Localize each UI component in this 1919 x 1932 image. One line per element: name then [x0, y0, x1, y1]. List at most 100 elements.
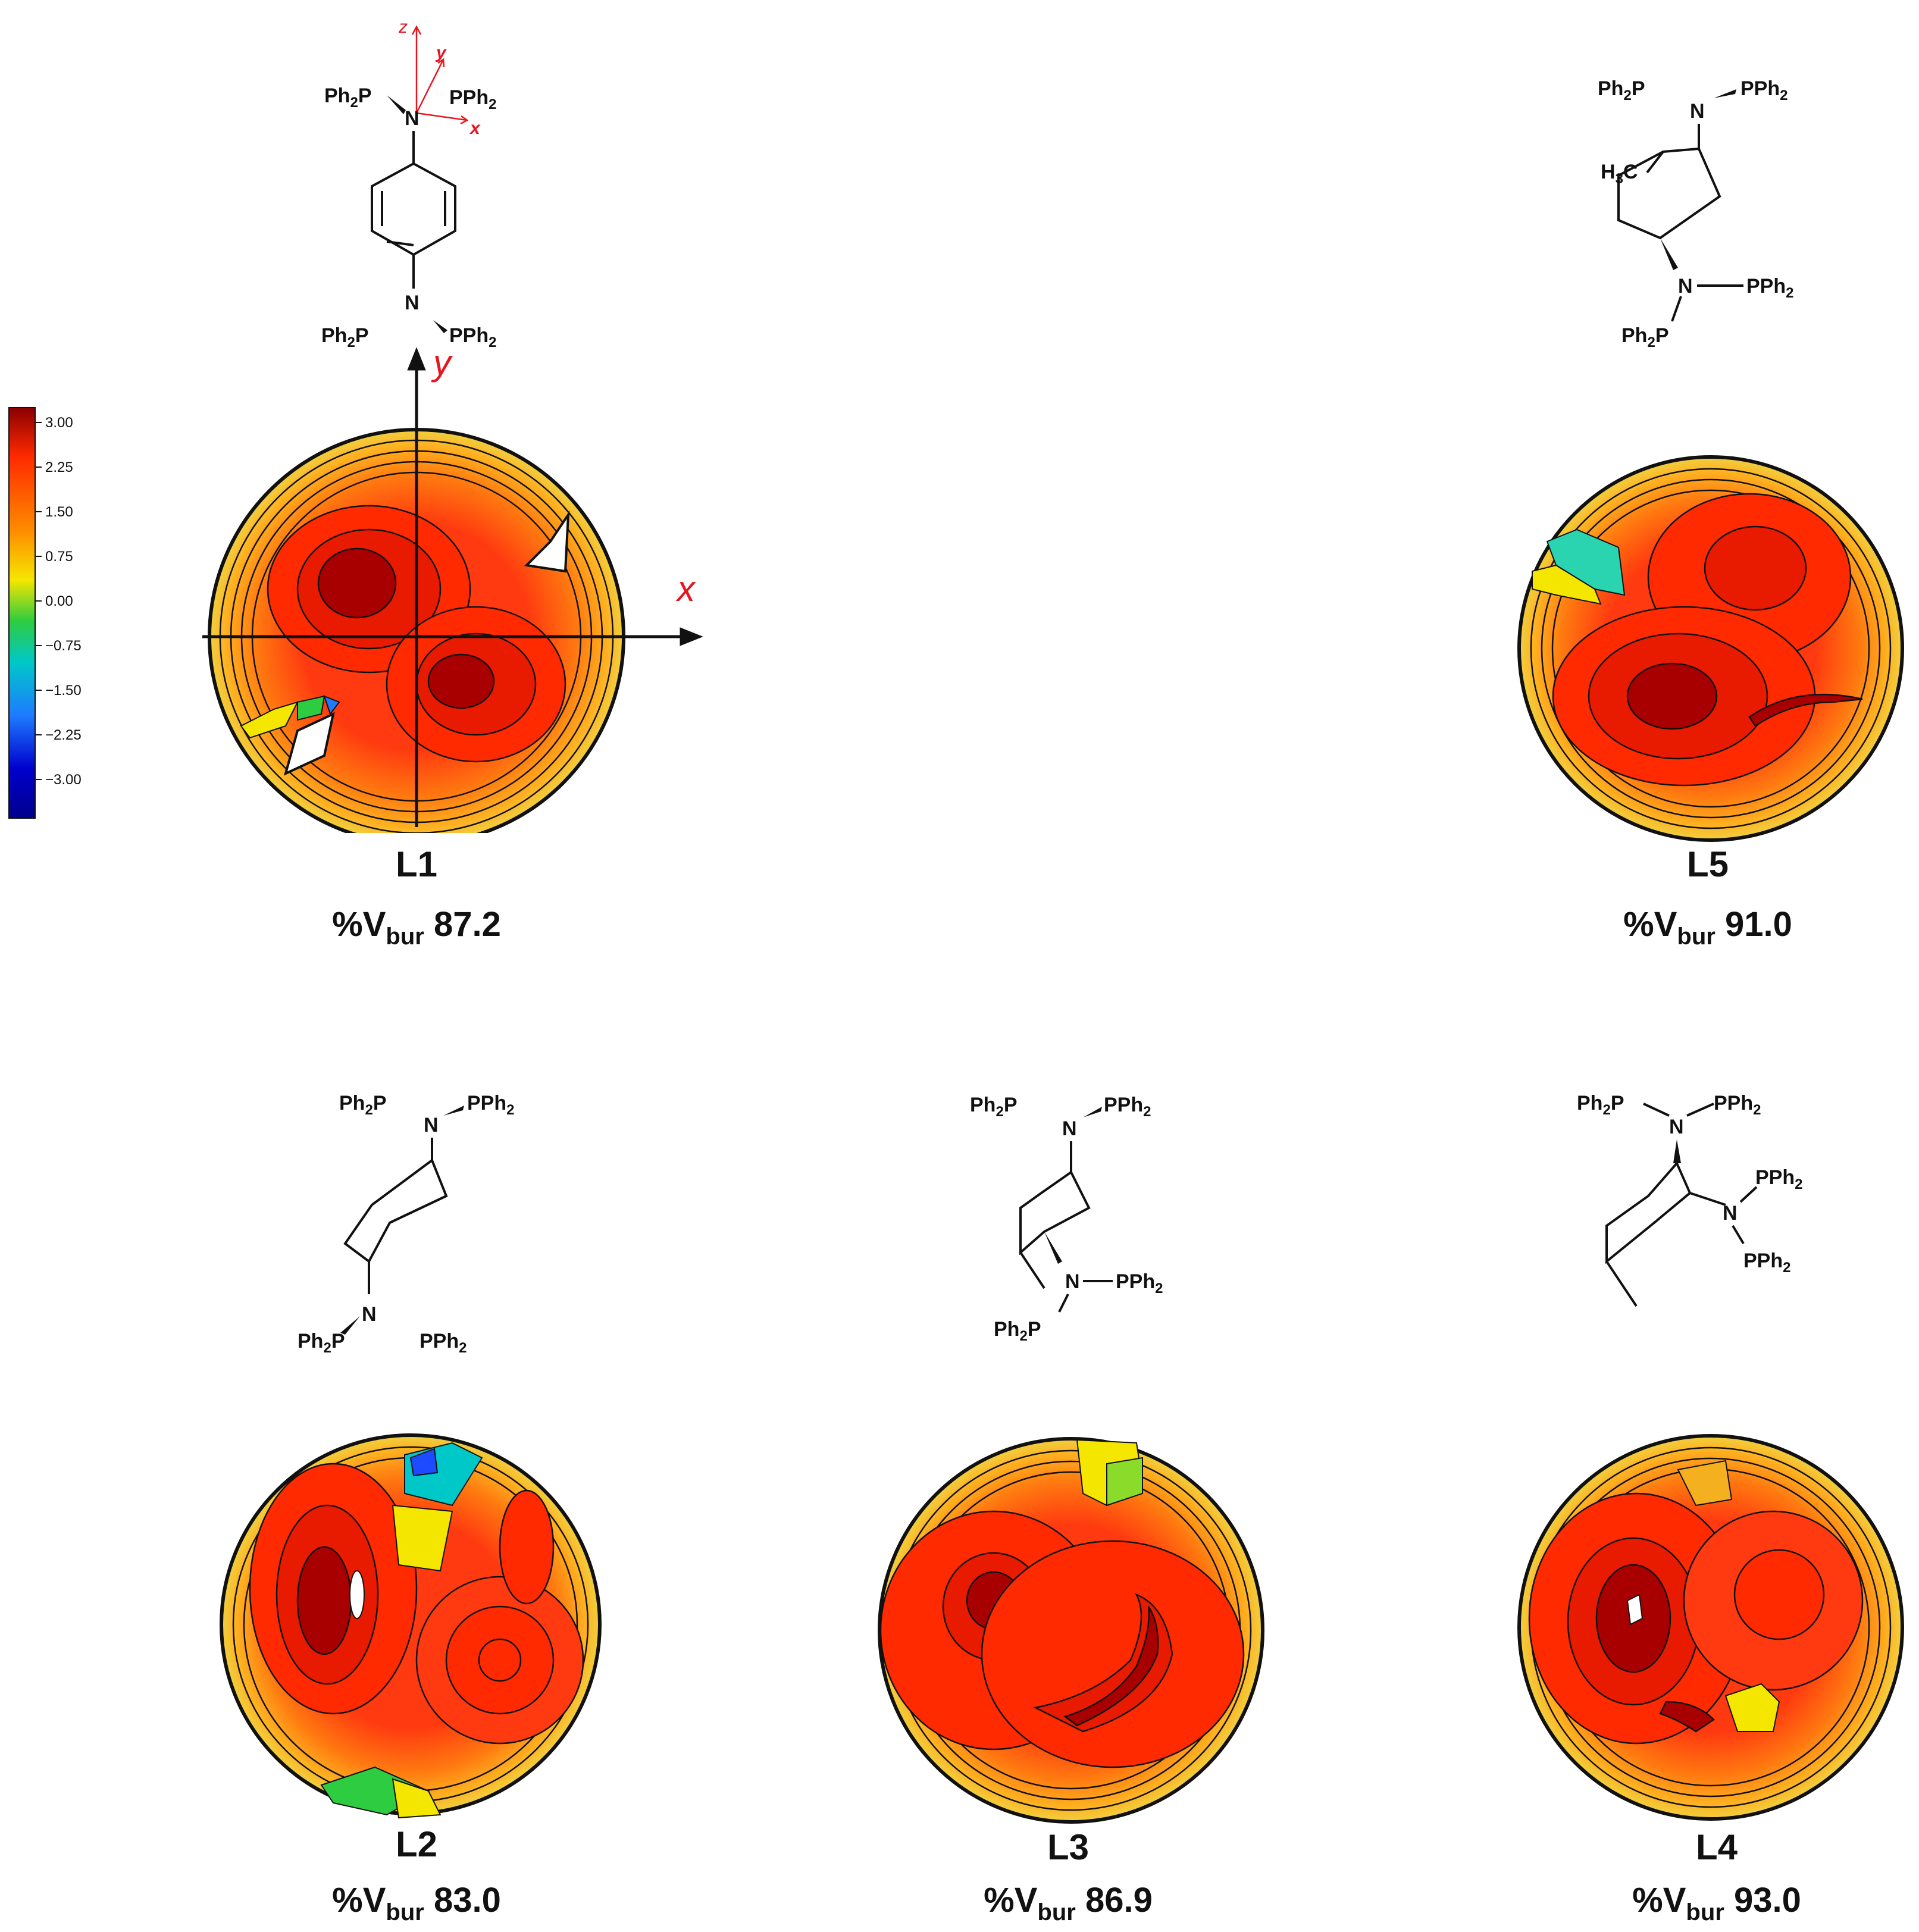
n-atom: N: [362, 1303, 377, 1326]
axis-x-label-small: x: [469, 118, 481, 138]
wedge-bond: [1714, 89, 1736, 98]
structure-l2: Ph2P N PPh2 N Ph2P PPh2: [286, 1083, 547, 1380]
cyclohexane-ring: [1617, 124, 1721, 240]
n-atom: N: [1062, 1117, 1077, 1140]
colorbar-tick-label: −0.75: [45, 638, 82, 654]
local-axes: [411, 25, 469, 125]
wedge-bond: [340, 1316, 360, 1335]
colorbar-ticks: 3.00 2.25 1.50 0.75 0.00 −0.75 −1.50 −2.25 −3.00: [35, 415, 82, 788]
wedge-bond: [1673, 1139, 1681, 1163]
structure-l3: Ph2P N PPh2 N PPh2 Ph2P: [964, 1083, 1214, 1369]
wedge-bond: [1660, 238, 1678, 270]
colorbar-tick-label: 1.50: [45, 504, 73, 520]
steric-map-l5-svg: [1517, 455, 1904, 842]
steric-map-l1-svg: y x: [202, 343, 703, 846]
n-p-bond: [1732, 1225, 1745, 1245]
n-atom: N: [1669, 1116, 1684, 1138]
colorbar-tick-label: −2.25: [45, 727, 82, 743]
structure-l3-svg: Ph2P N PPh2 N PPh2 Ph2P: [970, 1094, 1163, 1344]
vbur-l3: %Vbur 86.9: [984, 1881, 1153, 1925]
structure-l1-svg: z y x Ph2P N PPh2 N Ph2P PPh2: [321, 17, 496, 350]
steric-map-l2: [202, 1422, 631, 1827]
cyclohexane-ring: [1019, 1141, 1091, 1289]
pph2-l1-bottom: PPh2: [449, 324, 496, 350]
vbur-l2: %Vbur 83.0: [332, 1881, 501, 1925]
ph2p-l1-bottom: Ph2P: [321, 324, 369, 350]
pph2-l1-top: PPh2: [449, 86, 496, 112]
vbur-l5: %Vbur 91.0: [1623, 905, 1792, 950]
colorbar-tick-label: 2.25: [45, 459, 73, 475]
ph2p-l5-top: Ph2P: [1598, 77, 1645, 104]
wedge-bond: [443, 1106, 464, 1116]
pph2-l3-top: PPh2: [1104, 1094, 1151, 1120]
colorbar-gradient: [8, 407, 36, 819]
wedge-bond: [1083, 1107, 1102, 1117]
ligand-label-l1: L1: [395, 844, 438, 884]
wedge-bond: [387, 95, 406, 114]
ph2p-l4-top: Ph2P: [1577, 1092, 1624, 1118]
n-atom: N: [405, 107, 420, 130]
ph2p-l3-bottom: Ph2P: [994, 1318, 1041, 1344]
colorbar-tick-label: 3.00: [45, 415, 73, 431]
axis-x-label: x: [675, 569, 696, 609]
n-atom: N: [1678, 275, 1693, 298]
steric-map-l1: y x: [179, 343, 714, 846]
map-axes: [202, 347, 703, 827]
pph2-l5-right: PPh2: [1746, 275, 1793, 301]
pph2-l4-top: PPh2: [1714, 1092, 1761, 1118]
steric-map-l4-svg: [1517, 1434, 1904, 1821]
p-n-bond: [1643, 1103, 1670, 1117]
vbur-l1: %Vbur 87.2: [332, 905, 501, 950]
structure-l5-svg: Ph2P N PPh2 H3C N PPh2 Ph2P: [1598, 77, 1793, 350]
steric-map-l3: [857, 1428, 1285, 1833]
colorbar-tick-label: −3.00: [45, 772, 82, 788]
cyclohexane-ring: [1605, 1162, 1726, 1307]
pph2-l5-top: PPh2: [1740, 77, 1787, 104]
n-atom: N: [405, 292, 420, 314]
steric-map-l3-svg: [878, 1437, 1264, 1824]
structure-l4: Ph2P N PPh2 N PPh2 PPh2: [1571, 1083, 1857, 1369]
n-atom: N: [1065, 1270, 1080, 1293]
ph2p-l5-bottom: Ph2P: [1621, 324, 1669, 350]
wedge-bond: [433, 320, 447, 333]
axis-y-label-small: y: [435, 43, 447, 62]
pph2-l2-top: PPh2: [467, 1092, 514, 1118]
axis-z-label: z: [398, 17, 408, 37]
n-p-bond: [1686, 1103, 1714, 1117]
n-atom: N: [424, 1114, 439, 1136]
ligand-label-l2: L2: [395, 1824, 438, 1864]
pph2-l3-right: PPh2: [1116, 1270, 1163, 1297]
ph2p-l2-top: Ph2P: [339, 1092, 387, 1118]
ph2p-l1-top: Ph2P: [324, 84, 372, 111]
pph2-l2-bottom: PPh2: [420, 1330, 467, 1356]
steric-map-l5: [1499, 446, 1916, 851]
wedge-bond: [1044, 1232, 1062, 1264]
structure-l4-svg: Ph2P N PPh2 N PPh2 PPh2: [1577, 1092, 1802, 1307]
vbur-l4: %Vbur 93.0: [1632, 1881, 1801, 1925]
steric-map-l4: [1499, 1422, 1919, 1833]
structure-l5: Ph2P N PPh2 H3C N PPh2 Ph2P: [1559, 60, 1845, 369]
structure-l1: z y x Ph2P N PPh2 N Ph2P PPh2: [298, 6, 536, 351]
structure-l2-svg: Ph2P N PPh2 N Ph2P PPh2: [298, 1092, 514, 1356]
benzene-ring: [371, 131, 456, 289]
colorbar-tick-label: 0.75: [45, 549, 73, 565]
n-p-bond: [1058, 1294, 1069, 1313]
n-p-bond: [1671, 296, 1682, 322]
colorbar-tick-label: −1.50: [45, 682, 82, 699]
axis-y-label: y: [431, 345, 453, 383]
ligand-label-l5: L5: [1686, 844, 1729, 884]
n-atom: N: [1690, 100, 1705, 123]
pph2-l4-right-bottom: PPh2: [1743, 1250, 1790, 1276]
colorbar: 3.00 2.25 1.50 0.75 0.00 −0.75 −1.50 −2.25 −3.00: [6, 405, 95, 821]
ph2p-l2-bottom: Ph2P: [298, 1330, 345, 1356]
ligand-label-l4: L4: [1695, 1827, 1738, 1867]
cyclohexane-ring: [343, 1138, 448, 1294]
ligand-label-l3: L3: [1047, 1827, 1090, 1867]
ph2p-l3-top: Ph2P: [970, 1094, 1018, 1120]
n-p-bond: [1739, 1186, 1758, 1203]
colorbar-svg: 3.00 2.25 1.50 0.75 0.00 −0.75 −1.50 −2.25 −3.00: [8, 407, 82, 819]
steric-map-l2-svg: [220, 1433, 602, 1819]
colorbar-tick-label: 0.00: [45, 593, 73, 609]
n-atom: N: [1723, 1202, 1738, 1225]
pph2-l4-right-top: PPh2: [1755, 1166, 1802, 1192]
